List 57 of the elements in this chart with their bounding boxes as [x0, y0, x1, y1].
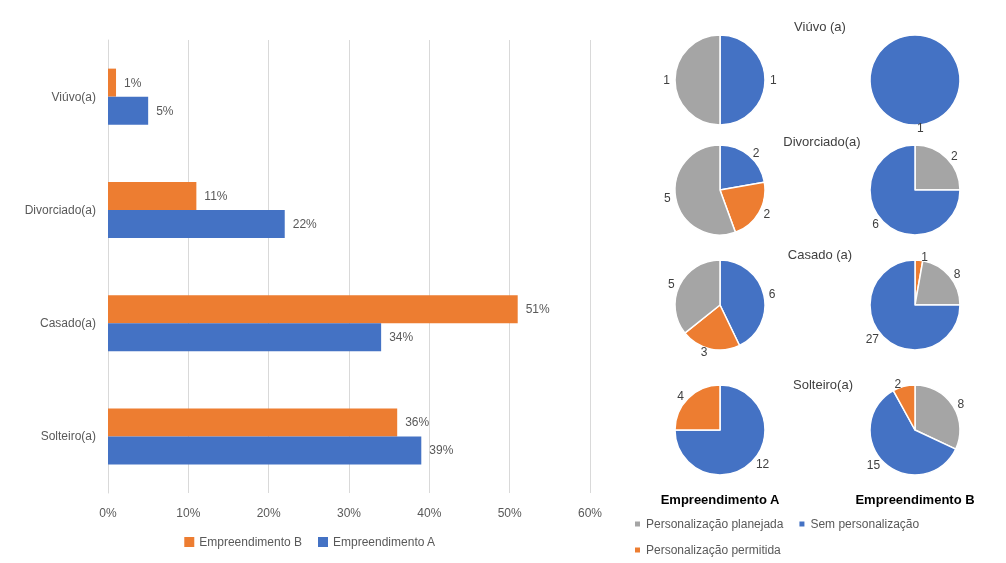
data-label: 1 — [663, 73, 671, 87]
data-label: 15 — [866, 457, 881, 472]
bar — [108, 295, 518, 324]
bar — [108, 209, 285, 238]
bar — [108, 96, 149, 125]
chart-title: Divorciado(a) — [783, 134, 861, 149]
data-label: 5 — [668, 277, 676, 292]
bar — [108, 323, 382, 352]
data-label: 3 — [700, 344, 708, 359]
data-label: 8 — [953, 267, 961, 282]
data-label: 34% — [389, 330, 414, 345]
data-label: 1 — [770, 73, 777, 87]
data-label: 51% — [525, 302, 551, 317]
legend-label: Personalização permitida — [646, 543, 782, 557]
legend-label: Empreendimento A — [333, 535, 436, 549]
x-tick-label: 10% — [176, 506, 201, 520]
data-label: 1% — [124, 75, 142, 90]
x-tick-label: 50% — [497, 506, 522, 520]
data-label: 39% — [429, 443, 454, 458]
y-tick-label: Viúvo(a) — [51, 89, 96, 104]
data-label: 2 — [763, 207, 771, 221]
data-label: 4 — [677, 389, 685, 404]
legend-label: Sem personalização — [810, 517, 920, 531]
data-label: 2 — [950, 149, 958, 164]
x-tick-label: 40% — [417, 506, 442, 520]
data-label: 22% — [292, 216, 318, 231]
chart-title: Solteiro(a) — [793, 377, 853, 392]
bar — [108, 181, 197, 210]
data-label: 11% — [204, 188, 228, 203]
bar — [108, 436, 422, 465]
data-label: 1 — [917, 121, 924, 135]
data-label: 2 — [894, 376, 902, 391]
x-tick-label: 60% — [577, 506, 603, 520]
x-tick-label: 30% — [336, 506, 362, 520]
data-label: 5 — [664, 191, 672, 206]
bar — [108, 68, 117, 97]
data-label: 36% — [405, 415, 430, 430]
chart-title: Viúvo (a) — [794, 19, 846, 34]
y-tick-label: Casado(a) — [39, 316, 96, 331]
text: Empreendimento B — [855, 492, 975, 507]
x-tick-label: 0% — [99, 506, 117, 520]
chart-title: Casado (a) — [787, 247, 853, 262]
text: Empreendimento A — [660, 492, 780, 507]
data-label: 12 — [755, 456, 770, 471]
legend-label: Personalização planejada — [646, 517, 784, 531]
data-label: 5% — [156, 103, 174, 118]
legend-label: Empreendimento B — [199, 535, 303, 549]
x-tick-label: 20% — [256, 506, 281, 520]
data-label: 6 — [768, 287, 776, 302]
bar — [108, 408, 398, 437]
data-label: 27 — [865, 331, 880, 346]
data-label: 8 — [957, 397, 965, 412]
data-label: 2 — [752, 146, 760, 161]
data-label: 6 — [872, 216, 880, 231]
y-tick-label: Divorciado(a) — [24, 202, 96, 217]
y-tick-label: Solteiro(a) — [40, 429, 96, 444]
data-label: 1 — [921, 250, 929, 265]
